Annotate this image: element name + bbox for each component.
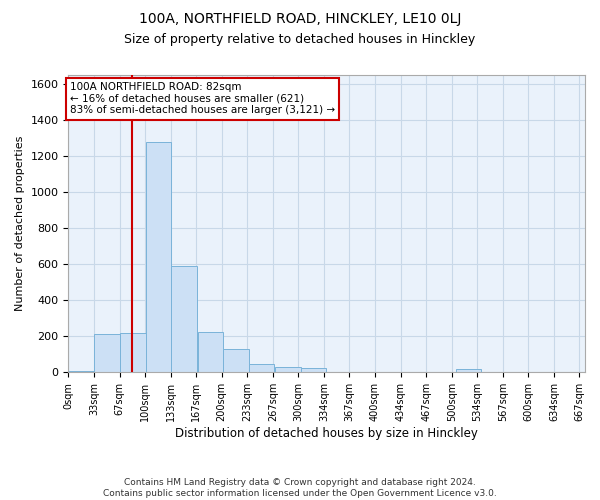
Bar (94, 334, 119, 372)
Bar (68, 370, 94, 372)
Text: Contains HM Land Registry data © Crown copyright and database right 2024.
Contai: Contains HM Land Registry data © Crown c… (103, 478, 497, 498)
Text: Size of property relative to detached houses in Hinckley: Size of property relative to detached ho… (124, 32, 476, 46)
Bar (275, 367, 301, 372)
Bar (301, 368, 326, 372)
Bar (172, 266, 197, 372)
Bar (223, 349, 249, 372)
Bar (146, 142, 172, 372)
Bar (120, 332, 146, 372)
Y-axis label: Number of detached properties: Number of detached properties (15, 136, 25, 312)
Bar (198, 332, 223, 372)
Text: 100A, NORTHFIELD ROAD, HINCKLEY, LE10 0LJ: 100A, NORTHFIELD ROAD, HINCKLEY, LE10 0L… (139, 12, 461, 26)
X-axis label: Distribution of detached houses by size in Hinckley: Distribution of detached houses by size … (175, 427, 478, 440)
Bar (455, 368, 481, 372)
Bar (249, 364, 274, 372)
Text: 100A NORTHFIELD ROAD: 82sqm
← 16% of detached houses are smaller (621)
83% of se: 100A NORTHFIELD ROAD: 82sqm ← 16% of det… (70, 82, 335, 116)
